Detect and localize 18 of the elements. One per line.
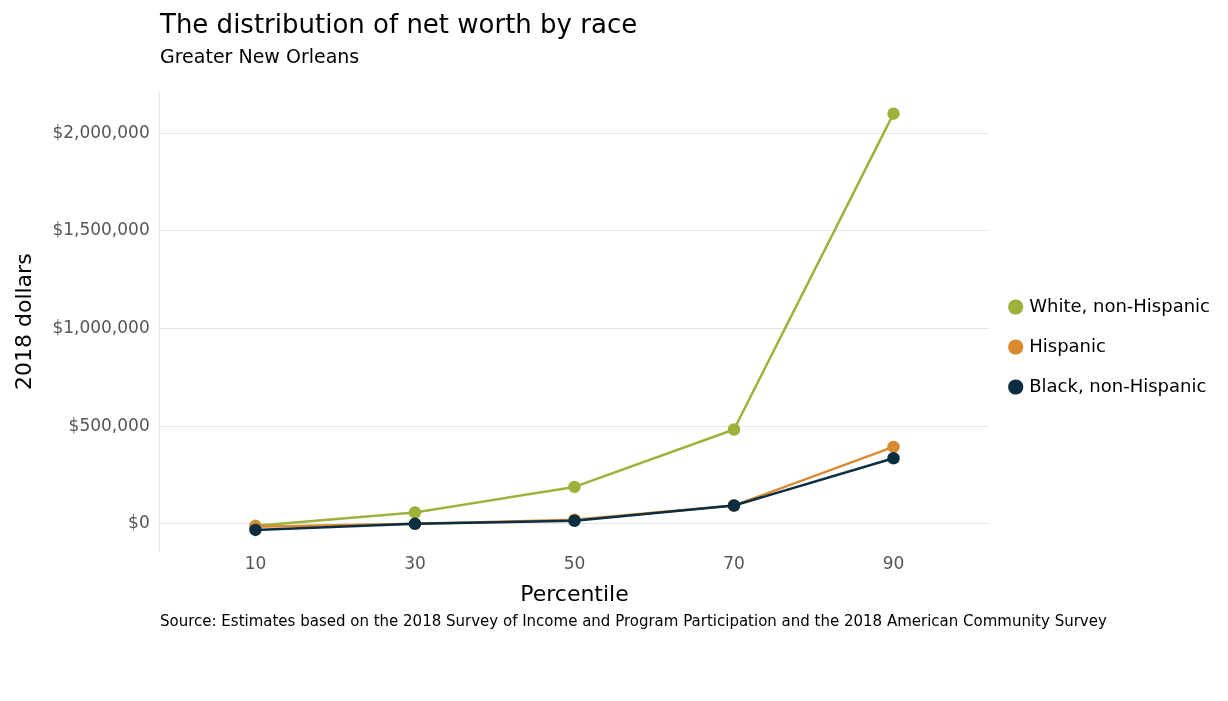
legend-label: Hispanic <box>1029 334 1106 356</box>
y-tick-label: $500,000 <box>68 414 150 435</box>
y-axis-title: 2018 dollars <box>10 253 36 391</box>
chart-subtitle: Greater New Orleans <box>160 44 361 68</box>
y-tick-label: $2,000,000 <box>52 121 150 142</box>
x-tick-label: 90 <box>882 552 905 573</box>
source-note: Source: Estimates based on the 2018 Survey of Income and Program Participation and the 2018 American Community Survey <box>160 612 1108 631</box>
legend-label: Black, non-Hispanic <box>1029 374 1207 396</box>
x-tick-label: 30 <box>404 552 426 573</box>
x-tick-label: 70 <box>723 552 745 573</box>
x-tick-label: 10 <box>244 552 267 573</box>
chart-title: The distribution of net worth by race <box>160 8 639 40</box>
y-tick-label: $1,500,000 <box>52 219 150 240</box>
y-tick-label: $1,000,000 <box>52 316 150 337</box>
y-tick-label: $0 <box>128 512 150 533</box>
legend-label: White, non-Hispanic <box>1029 294 1211 316</box>
x-axis-title: Percentile <box>520 580 629 606</box>
x-tick-label: 50 <box>563 552 586 573</box>
